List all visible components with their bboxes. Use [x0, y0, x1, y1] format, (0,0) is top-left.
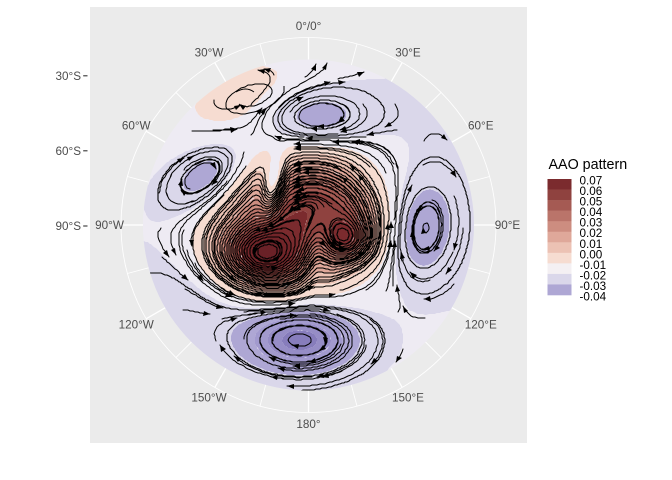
svg-text:90°W: 90°W: [95, 219, 124, 232]
svg-text:0.07: 0.07: [580, 175, 603, 188]
svg-text:150°E: 150°E: [392, 391, 424, 404]
svg-text:-0.03: -0.03: [580, 280, 607, 293]
svg-text:60°S: 60°S: [56, 145, 82, 158]
svg-text:150°W: 150°W: [191, 391, 226, 404]
svg-text:0.00: 0.00: [580, 248, 603, 261]
svg-text:60°E: 60°E: [468, 120, 494, 133]
svg-text:0.03: 0.03: [580, 217, 603, 230]
svg-text:-0.04: -0.04: [580, 291, 607, 304]
svg-text:0.02: 0.02: [580, 227, 603, 240]
svg-text:0.04: 0.04: [580, 206, 603, 219]
svg-text:AAO pattern: AAO pattern: [549, 157, 628, 173]
svg-text:0.05: 0.05: [580, 196, 603, 209]
svg-text:0.01: 0.01: [580, 238, 603, 251]
svg-text:60°W: 60°W: [122, 120, 151, 133]
svg-text:120°E: 120°E: [465, 319, 497, 332]
svg-text:0°/0°: 0°/0°: [296, 20, 322, 33]
svg-text:180°: 180°: [296, 418, 320, 431]
svg-text:-0.02: -0.02: [580, 269, 607, 282]
svg-text:90°E: 90°E: [495, 219, 521, 232]
svg-text:-0.01: -0.01: [580, 259, 607, 272]
svg-text:30°W: 30°W: [195, 47, 224, 60]
svg-text:30°S: 30°S: [56, 70, 82, 83]
svg-text:90°S: 90°S: [56, 220, 82, 233]
svg-text:0.06: 0.06: [580, 185, 603, 198]
svg-text:120°W: 120°W: [119, 319, 154, 332]
svg-text:30°E: 30°E: [395, 47, 421, 60]
